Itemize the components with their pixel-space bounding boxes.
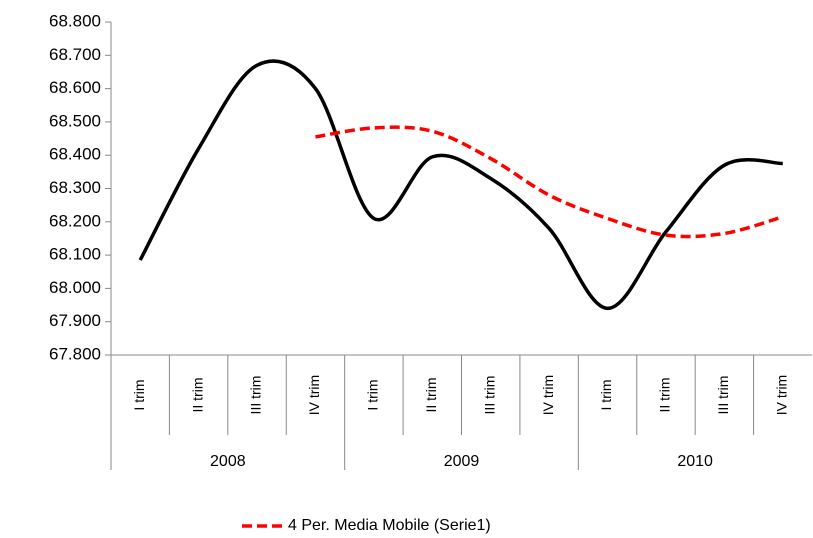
x-tick-label: IV trim [306, 375, 322, 415]
y-tick-label: 68.500 [49, 111, 101, 130]
line-series [315, 125, 784, 239]
line-series [138, 59, 783, 311]
x-tick-label: IV trim [540, 375, 556, 415]
x-tick-label: I trim [365, 379, 381, 410]
x-tick-label: I trim [598, 379, 614, 410]
group-label: 2009 [444, 453, 480, 470]
x-tick-label: I trim [131, 379, 147, 410]
y-tick-label: 67.800 [49, 344, 101, 363]
y-tick-label: 68.000 [49, 278, 101, 297]
y-tick-label: 68.200 [49, 211, 101, 230]
x-tick-label: II trim [189, 378, 205, 413]
x-tick-label: III trim [481, 376, 497, 415]
y-tick-label: 68.600 [49, 78, 101, 97]
x-tick-label: II trim [657, 378, 673, 413]
x-tick-label: III trim [248, 376, 264, 415]
y-tick-label: 68.800 [49, 11, 101, 30]
y-tick-label: 68.700 [49, 45, 101, 64]
group-label: 2010 [677, 453, 713, 470]
x-tick-label: II trim [423, 378, 439, 413]
group-label: 2008 [210, 453, 246, 470]
y-tick-label: 68.100 [49, 245, 101, 264]
x-tick-label: IV trim [773, 375, 789, 415]
y-tick-label: 68.300 [49, 178, 101, 197]
x-tick-label: III trim [715, 376, 731, 415]
y-tick-label: 67.900 [49, 311, 101, 330]
legend-label: 4 Per. Media Mobile (Serie1) [288, 517, 491, 534]
y-tick-label: 68.400 [49, 145, 101, 164]
